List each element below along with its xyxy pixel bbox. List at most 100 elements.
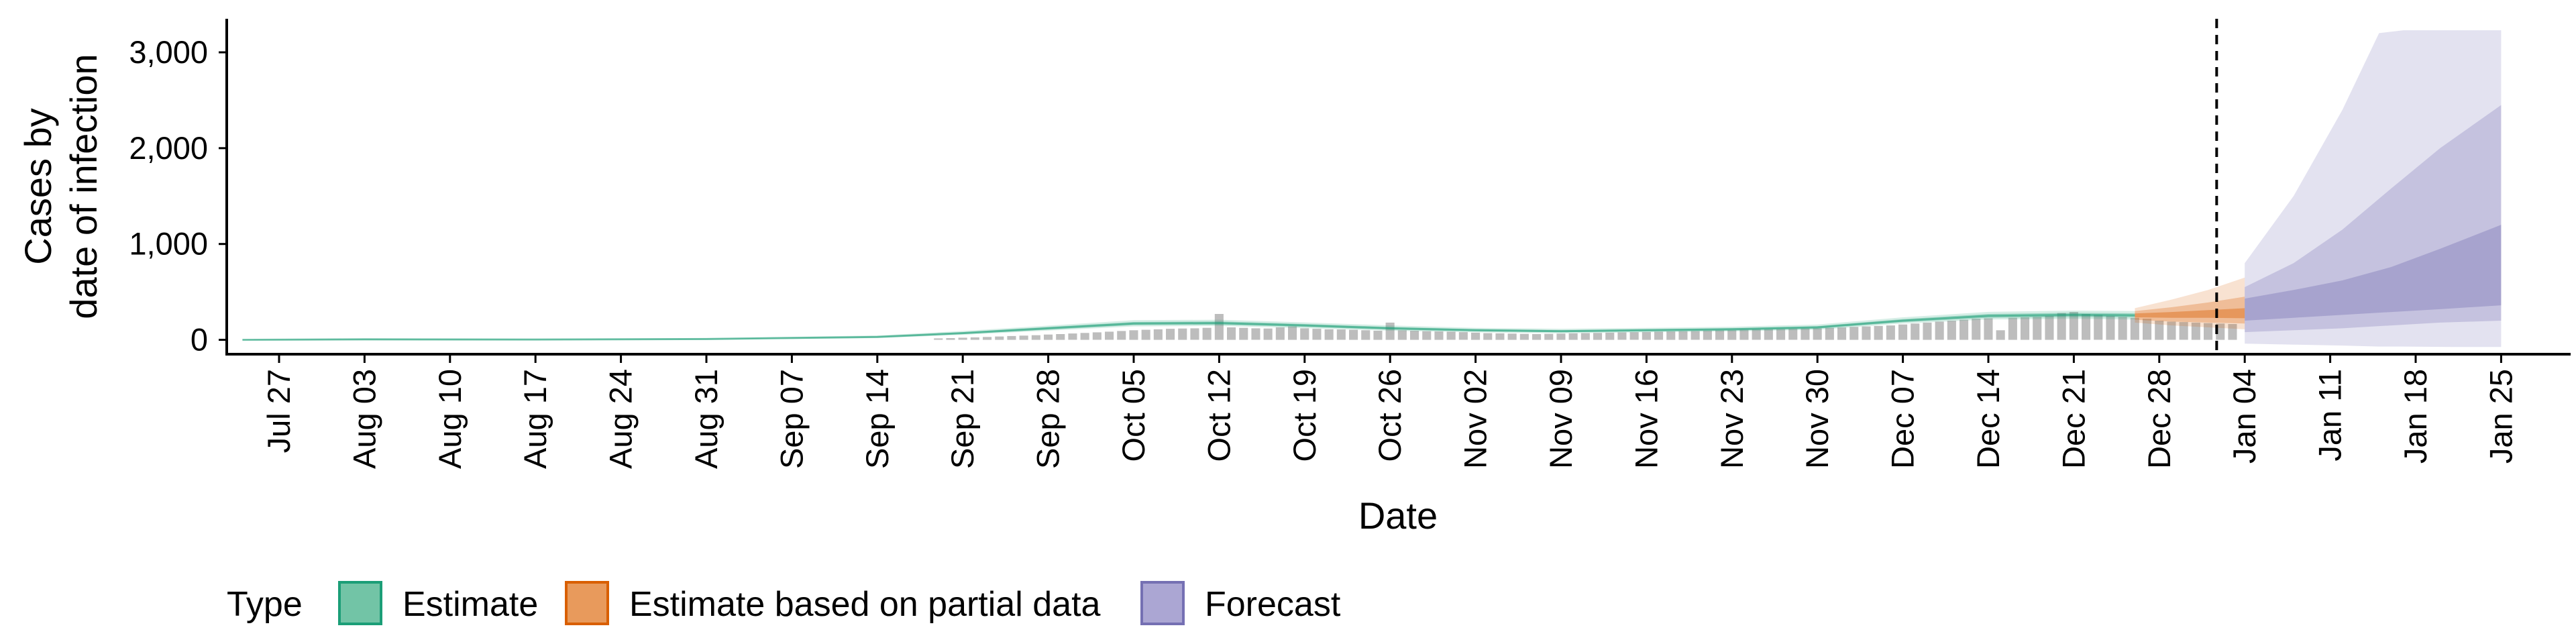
data-bar (1117, 331, 1126, 340)
data-bar (983, 337, 992, 340)
data-bar (1166, 329, 1175, 340)
x-tick-label: Dec 21 (2055, 369, 2091, 469)
data-bar (1092, 332, 1102, 340)
data-bar (1031, 335, 1040, 340)
data-bar (2106, 315, 2115, 340)
data-bar (1862, 326, 1871, 340)
data-bar (2204, 323, 2213, 340)
data-bar (1556, 333, 1566, 340)
estimate-median-line (242, 313, 2135, 341)
x-tick-label: Nov 09 (1543, 369, 1578, 469)
data-bar (958, 337, 967, 340)
data-bar (2167, 321, 2176, 340)
data-bar (2143, 319, 2152, 340)
x-tick-label: Dec 14 (1970, 369, 2006, 469)
x-tick-label: Sep 14 (859, 369, 895, 469)
data-bar (1642, 331, 1651, 340)
plot-area (242, 19, 2502, 354)
x-tick-label: Nov 30 (1799, 369, 1835, 469)
x-tick-label: Jan 11 (2312, 369, 2348, 462)
x-ticks: Jul 27 Aug 03 Aug 10 Aug 17 Aug 24 Aug 31 Sep … (261, 354, 2518, 469)
data-bar (1605, 332, 1615, 340)
data-bar (1911, 323, 1920, 340)
data-bar (2008, 317, 2017, 340)
data-bar (1361, 330, 1371, 340)
data-bar (1044, 334, 1053, 340)
data-bar (1544, 333, 1554, 340)
y-axis-title-line-1: Cases by (17, 108, 59, 264)
data-bar (1434, 331, 1444, 340)
data-bar (1300, 328, 1309, 340)
legend-label-estimate: Estimate (402, 585, 538, 624)
x-tick-label: Oct 26 (1372, 369, 1407, 462)
data-bar (2191, 322, 2200, 340)
data-bar (1776, 329, 1786, 340)
data-bar (1507, 333, 1517, 340)
y-tick-label: 3,000 (129, 34, 208, 70)
data-bar (1764, 329, 1773, 340)
x-tick-label: Oct 05 (1116, 369, 1151, 462)
x-tick-label: Nov 16 (1628, 369, 1664, 469)
x-tick-label: Nov 23 (1714, 369, 1750, 469)
data-bar (1752, 329, 1761, 340)
data-bar (1617, 332, 1627, 340)
data-bar (2069, 312, 2078, 340)
data-bar (1532, 334, 1542, 340)
data-bar (1275, 327, 1285, 340)
x-tick-label: Sep 07 (773, 369, 809, 469)
data-bar (1996, 330, 2005, 340)
data-bar (1349, 329, 1358, 340)
data-bar (1214, 314, 1224, 340)
data-bar (2094, 315, 2103, 340)
x-tick-label: Jan 25 (2483, 369, 2518, 464)
data-bar (1190, 328, 1199, 340)
x-tick-label: Sep 28 (1030, 369, 1066, 469)
x-tick-label: Sep 21 (945, 369, 980, 469)
data-bar (1288, 326, 1297, 340)
y-tick-label: 2,000 (129, 130, 208, 166)
data-bar (1410, 331, 1419, 340)
data-bar (1397, 330, 1407, 340)
data-bar (1446, 331, 1456, 340)
data-bar (1580, 333, 1590, 340)
data-bar (1178, 328, 1187, 340)
legend-label-partial: Estimate based on partial data (629, 585, 1101, 624)
data-bar (1227, 327, 1236, 340)
data-bar (1056, 334, 1065, 340)
data-bar (946, 338, 955, 340)
data-bar (2228, 324, 2237, 340)
data-bar (2118, 317, 2127, 340)
data-bar (1312, 329, 1322, 340)
data-bar (1593, 333, 1603, 340)
data-bar (1129, 330, 1138, 340)
data-bar (1019, 335, 1028, 340)
x-tick-label: Dec 28 (2141, 369, 2177, 469)
data-bar (1471, 332, 1481, 340)
data-bar (1153, 329, 1163, 340)
data-bar (1422, 331, 1432, 340)
y-tick-label: 0 (191, 322, 208, 358)
x-tick-label: Jan 18 (2398, 369, 2433, 464)
legend-swatch-forecast (1140, 581, 1185, 625)
x-tick-label: Aug 31 (688, 369, 724, 469)
data-bar (1105, 331, 1114, 340)
data-bar (1239, 327, 1248, 340)
data-bar (2082, 314, 2091, 340)
data-bar (1678, 331, 1688, 340)
x-axis-title: Date (1358, 494, 1438, 537)
data-bar (1629, 332, 1639, 340)
data-bar (1935, 321, 1944, 340)
data-bar (1898, 324, 1908, 340)
data-bar (1801, 328, 1810, 340)
data-bar (2155, 321, 2164, 340)
data-bar (995, 336, 1004, 340)
legend: Type Estimate Estimate based on partial … (227, 581, 1341, 625)
data-bar (2057, 313, 2066, 340)
data-bar (1336, 329, 1346, 340)
estimate-band-90 (242, 311, 2135, 341)
data-bar (1458, 332, 1468, 340)
data-bar (2179, 322, 2188, 340)
data-bar (1972, 319, 1981, 340)
x-tick-label: Aug 10 (432, 369, 468, 469)
